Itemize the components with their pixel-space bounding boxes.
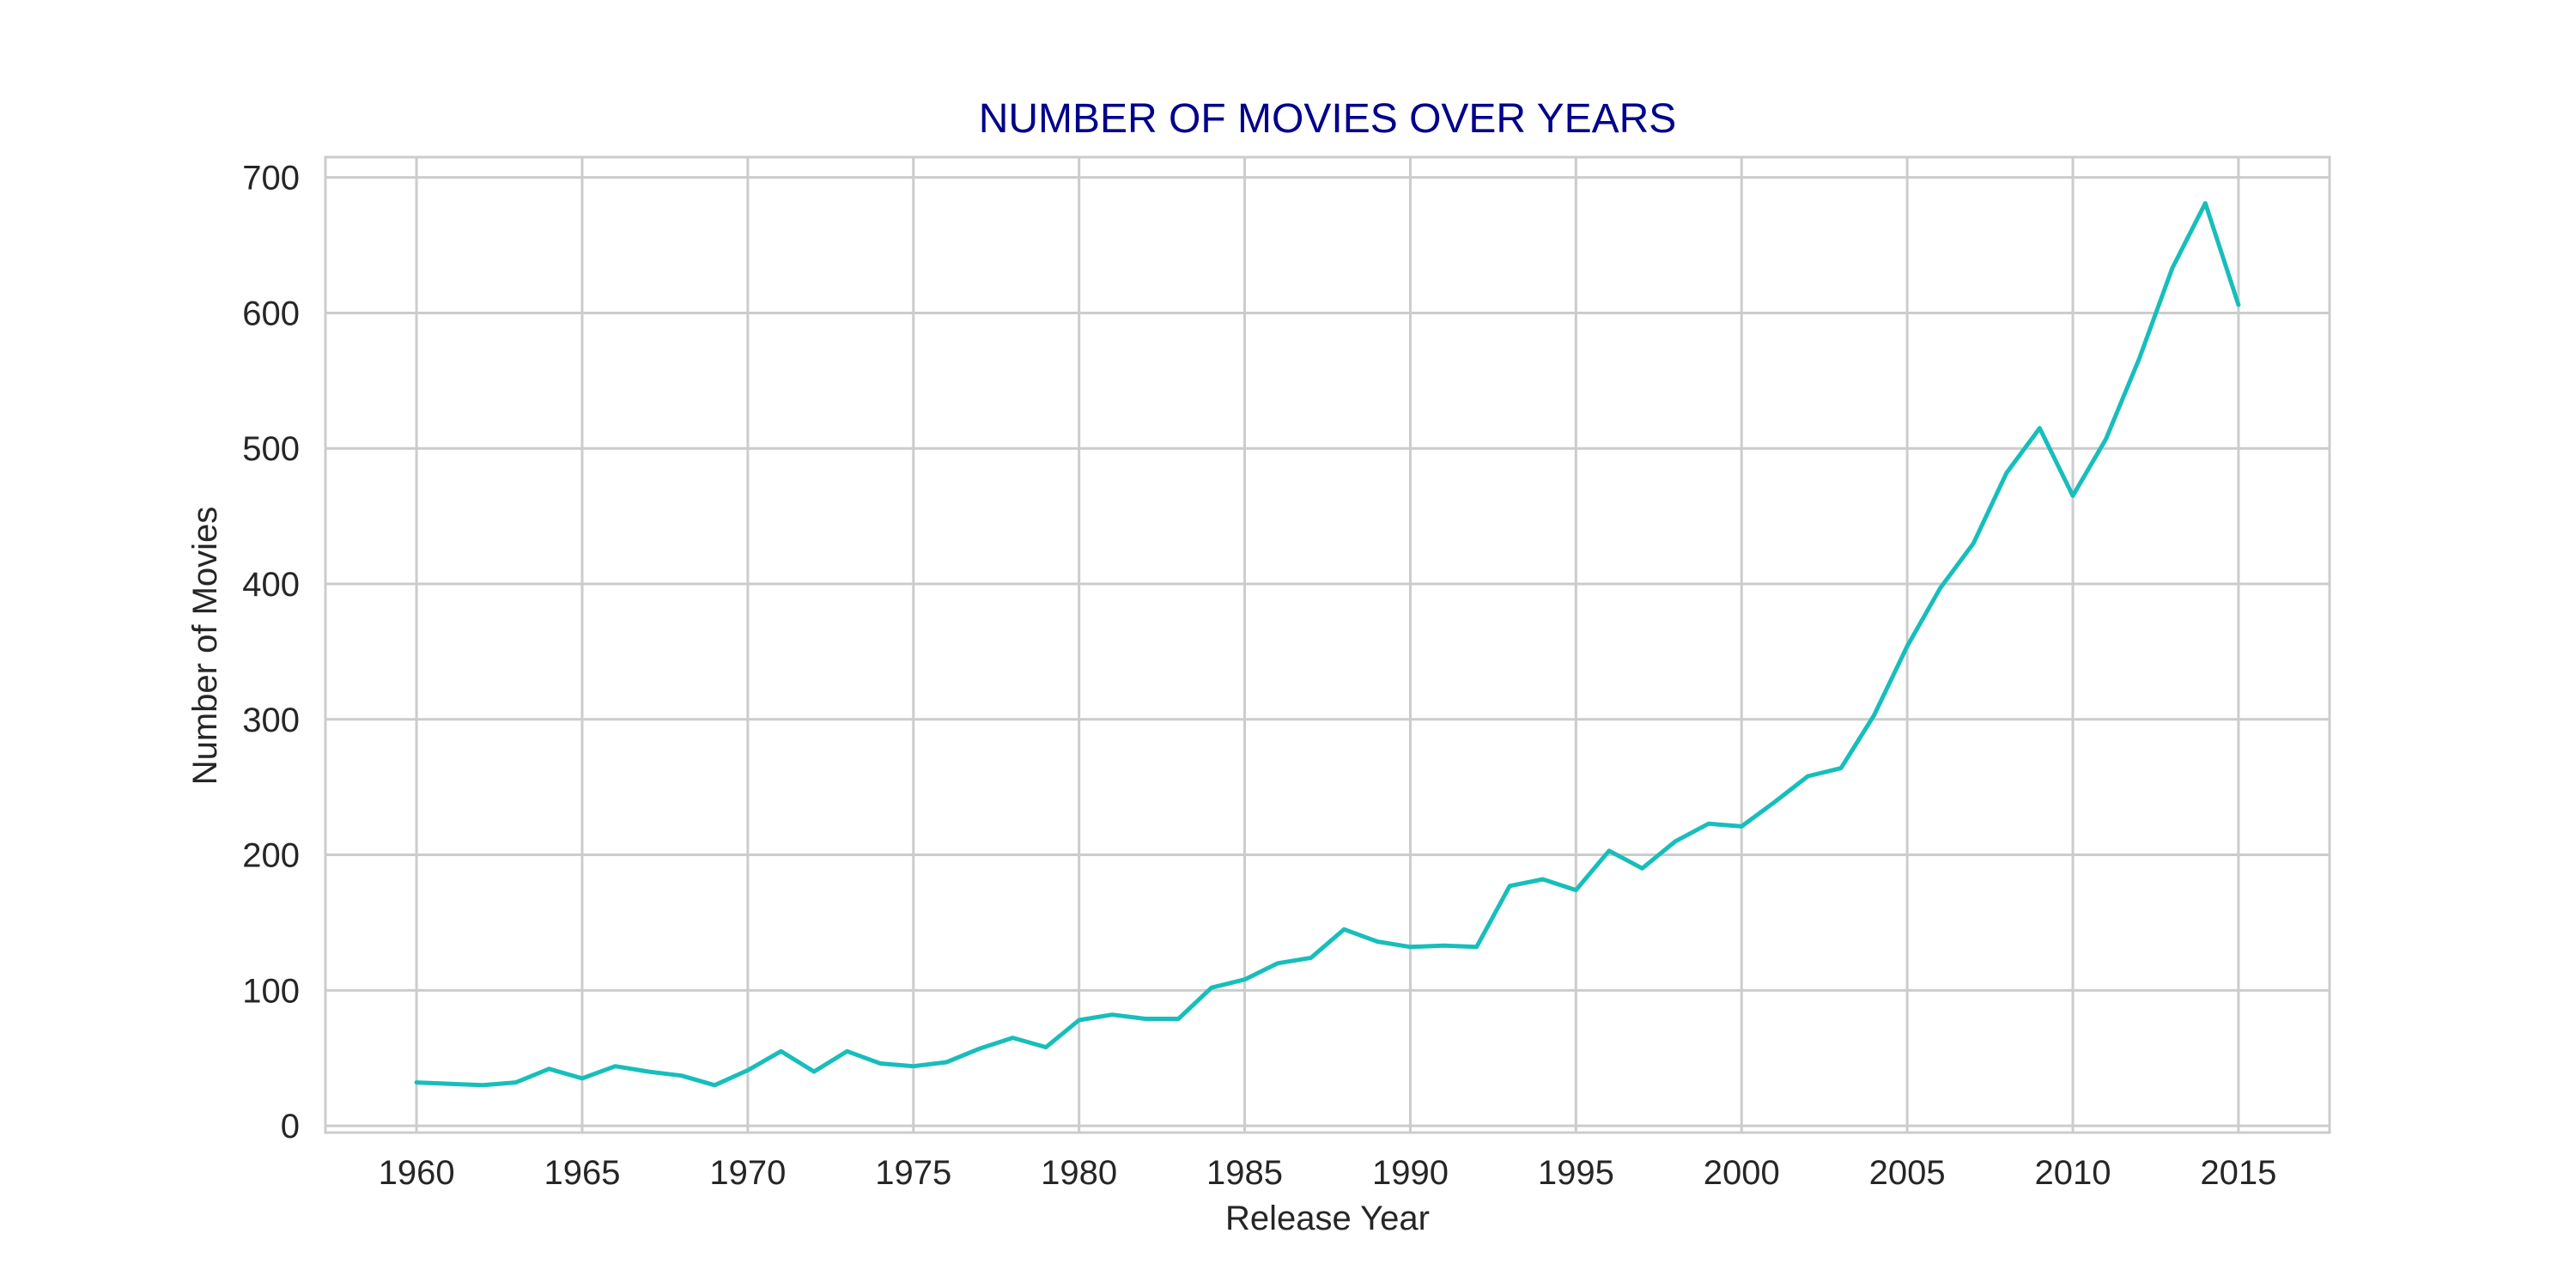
x-tick-label: 2000: [1704, 1154, 1780, 1192]
x-axis-label: Release Year: [1225, 1200, 1430, 1237]
x-tick-label: 2010: [2035, 1154, 2111, 1192]
y-tick-labels: 0 100 200 300 400 500 600 700: [242, 160, 300, 1145]
y-axis-label: Number of Movies: [186, 507, 224, 786]
grid-lines: [325, 157, 2330, 1133]
y-tick-label: 400: [242, 566, 300, 604]
y-tick-label: 600: [242, 295, 300, 332]
y-tick-label: 100: [242, 972, 300, 1010]
y-tick-label: 200: [242, 837, 300, 875]
x-tick-label: 1965: [544, 1154, 620, 1192]
y-tick-label: 700: [242, 160, 300, 197]
x-tick-label: 1990: [1372, 1154, 1449, 1192]
y-tick-label: 300: [242, 702, 300, 739]
x-tick-label: 1980: [1041, 1154, 1117, 1192]
x-tick-label: 1985: [1206, 1154, 1283, 1192]
chart-title: NUMBER OF MOVIES OVER YEARS: [979, 96, 1677, 142]
x-tick-label: 2015: [2200, 1154, 2276, 1192]
x-tick-label: 1975: [875, 1154, 951, 1192]
x-tick-label: 2005: [1869, 1154, 1946, 1192]
x-tick-label: 1970: [709, 1154, 786, 1192]
series-layer: [414, 201, 2241, 1088]
x-tick-labels: 1960 1965 1970 1975 1980 1985 1990 1995 2000 2005…: [379, 1154, 2277, 1192]
plot-frame: [324, 155, 2331, 1134]
x-tick-label: 1995: [1538, 1154, 1614, 1192]
x-tick-label: 1960: [379, 1154, 455, 1192]
y-tick-label: 500: [242, 430, 300, 468]
y-tick-label: 0: [281, 1108, 300, 1145]
series-line: [414, 201, 2241, 1088]
